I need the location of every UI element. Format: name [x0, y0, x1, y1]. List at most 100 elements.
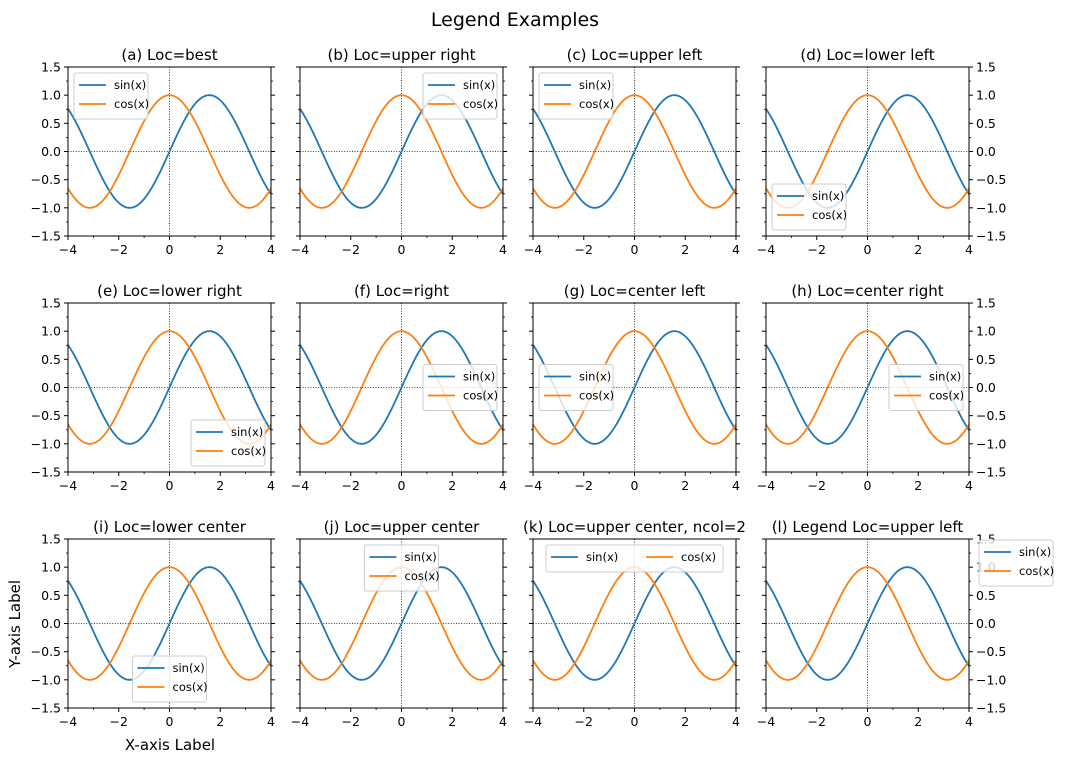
y-tick-label: −1.0	[976, 200, 1006, 215]
subplot-c: (c) Loc=upper left −4 −2 0 2 4 sin(x) cos(x)	[524, 46, 740, 257]
x-tick-label: 4	[267, 478, 275, 493]
subplot-title: (i) Loc=lower center	[93, 518, 247, 536]
x-tick-label: 0	[166, 714, 174, 729]
subplot-title: (a) Loc=best	[121, 46, 217, 64]
series-line-sin	[533, 330, 736, 445]
subplot-g: (g) Loc=center left −4 −2 0 2 4 sin(x) cos(x)	[524, 282, 740, 493]
x-tick-label: 4	[732, 714, 740, 729]
x-tick-label: −2	[575, 478, 593, 493]
x-tick-label: 0	[398, 242, 406, 257]
series-line-cos	[533, 94, 736, 209]
legend-label-cos: cos(x)	[405, 569, 440, 583]
subplot-d: (d) Loc=lower left −1.5 −1.0 −0.5 0.0 0.5 1.0 1…	[757, 46, 1007, 257]
x-tick-label: −2	[110, 242, 128, 257]
legend-label-cos: cos(x)	[929, 389, 964, 403]
legend: sin(x) cos(x)	[538, 72, 614, 120]
x-tick-label: 4	[965, 714, 973, 729]
x-tick-label: 2	[681, 714, 689, 729]
x-tick-label: −2	[575, 242, 593, 257]
subplot-title: (g) Loc=center left	[564, 282, 706, 300]
x-axis-label: X-axis Label	[125, 736, 215, 754]
y-tick-label: 0.5	[976, 352, 996, 367]
y-tick-label: 0.5	[41, 588, 61, 603]
legend-label-cos: cos(x)	[1019, 564, 1054, 578]
subplot-title: (e) Loc=lower right	[97, 282, 242, 300]
x-tick-label: 4	[499, 242, 507, 257]
x-tick-label: 4	[732, 478, 740, 493]
subplot-i: (i) Loc=lower center −1.5 −1.0 −0.5 0.0 0.5 1.…	[31, 518, 275, 729]
series-line-cos	[300, 94, 503, 209]
x-tick-label: −2	[575, 714, 593, 729]
y-tick-label: 1.5	[976, 296, 996, 311]
y-axis-label: Y-axis Label	[6, 580, 24, 669]
subplot-k: (k) Loc=upper center, ncol=2 −4 −2 0 2 4 sin(x…	[523, 518, 746, 729]
x-tick-label: 0	[631, 714, 639, 729]
legend: sin(x) cos(x)	[888, 364, 964, 411]
subplot-a: (a) Loc=best −1.5 −1.0 −0.5 0.0 0.5 1.0 1.5 −4 −2…	[31, 46, 275, 257]
series-line-sin	[68, 94, 271, 209]
y-tick-label: −0.5	[976, 644, 1006, 659]
x-tick-label: −4	[524, 714, 542, 729]
subplot-title: (f) Loc=right	[354, 282, 449, 300]
x-tick-label: 4	[732, 242, 740, 257]
x-tick-label: 0	[631, 478, 639, 493]
legend-label-sin: sin(x)	[463, 78, 495, 92]
legend: sin(x) cos(x)	[132, 655, 208, 703]
y-tick-label: 0.0	[976, 144, 996, 159]
x-tick-label: 0	[166, 478, 174, 493]
subplot-title: (l) Legend Loc=upper left	[772, 518, 964, 536]
x-tick-label: 2	[914, 714, 922, 729]
y-tick-label: 1.0	[41, 560, 61, 575]
y-tick-label: −1.5	[31, 701, 61, 716]
subplot-title: (d) Loc=lower left	[800, 46, 934, 64]
y-tick-label: 1.0	[41, 324, 61, 339]
subplot-f: (f) Loc=right −4 −2 0 2 4 sin(x) cos(x)	[291, 282, 507, 493]
x-tick-label: 4	[965, 242, 973, 257]
y-tick-label: 0.5	[41, 116, 61, 131]
y-tick-label: 1.5	[41, 296, 61, 311]
subplot-title: (k) Loc=upper center, ncol=2	[523, 518, 746, 536]
y-tick-label: 0.5	[41, 352, 61, 367]
legend-label-cos: cos(x)	[231, 444, 266, 458]
x-tick-label: 0	[631, 242, 639, 257]
y-tick-label: −1.0	[976, 672, 1006, 687]
subplot-l: (l) Legend Loc=upper left −1.5 −1.0 −0.5 0.0…	[757, 518, 1054, 729]
legend-label-sin: sin(x)	[929, 370, 961, 384]
figure-title: Legend Examples	[431, 9, 599, 31]
y-tick-label: −1.0	[31, 672, 61, 687]
y-tick-label: 1.5	[41, 532, 61, 547]
y-tick-label: 0.5	[976, 588, 996, 603]
legend-label-cos: cos(x)	[173, 680, 208, 694]
y-tick-label: −1.5	[976, 465, 1006, 480]
x-tick-label: 2	[448, 478, 456, 493]
series-line-sin	[300, 566, 503, 681]
x-tick-label: −4	[291, 242, 309, 257]
series-line-sin	[68, 330, 271, 445]
y-tick-label: 1.0	[41, 88, 61, 103]
series-line-sin	[300, 94, 503, 209]
series-line-cos	[300, 330, 503, 445]
series-line-cos	[766, 566, 969, 681]
x-tick-label: −4	[59, 714, 77, 729]
y-tick-label: −1.5	[976, 701, 1006, 716]
subplot-h: (h) Loc=center right −1.5 −1.0 −0.5 0.0 0.5 1.…	[757, 282, 1007, 493]
y-tick-label: −1.0	[31, 200, 61, 215]
legend-label-sin: sin(x)	[579, 78, 611, 92]
legend-label-cos: cos(x)	[579, 389, 614, 403]
legend-frame	[545, 544, 724, 573]
legend: sin(x) cos(x)	[422, 364, 498, 411]
x-tick-label: 4	[499, 478, 507, 493]
series-line-sin	[68, 566, 271, 681]
series-line-sin	[766, 330, 969, 445]
x-tick-label: 4	[267, 242, 275, 257]
legend: sin(x) cos(x)	[538, 364, 614, 411]
x-tick-label: −4	[524, 478, 542, 493]
x-tick-label: 4	[965, 478, 973, 493]
x-tick-label: −4	[291, 714, 309, 729]
x-tick-label: −4	[291, 478, 309, 493]
series-line-cos	[68, 94, 271, 209]
legend: sin(x) cos(x)	[364, 544, 440, 592]
x-tick-label: −4	[757, 242, 775, 257]
series-line-sin	[533, 94, 736, 209]
